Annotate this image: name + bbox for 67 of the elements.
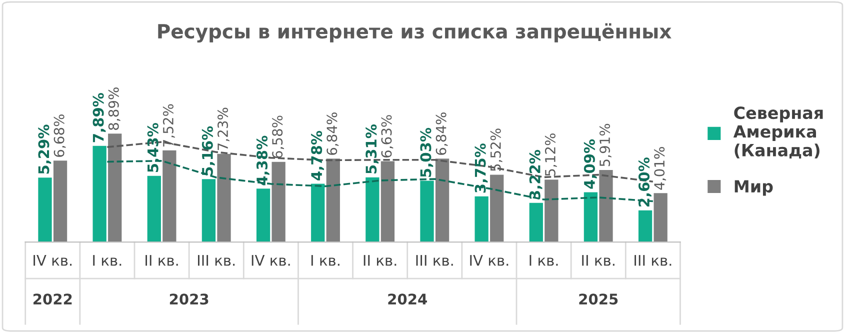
bar xyxy=(366,177,380,242)
bar xyxy=(435,158,450,242)
bar xyxy=(490,174,504,242)
bar xyxy=(272,162,286,242)
bar xyxy=(638,210,652,242)
text: 2024 xyxy=(388,294,427,305)
data-label: 4,09% xyxy=(584,139,597,189)
data-label: 5,16% xyxy=(202,126,215,176)
bar xyxy=(529,202,543,242)
x-tick-label: II кв. xyxy=(364,255,396,266)
bar xyxy=(38,178,52,242)
data-label: 7,52% xyxy=(162,104,175,146)
x-tick-label: III кв. xyxy=(198,255,235,266)
data-label: 5,29% xyxy=(38,124,52,174)
data-label: 5,43% xyxy=(147,122,160,172)
bar xyxy=(420,180,434,242)
bar xyxy=(584,192,598,242)
bar xyxy=(202,179,216,242)
data-label: 5,31% xyxy=(366,124,379,174)
text: 2025 xyxy=(579,294,618,305)
data-label: 4,01% xyxy=(654,147,666,190)
data-label: 4,38% xyxy=(256,136,270,186)
bar xyxy=(474,196,488,242)
data-label: 2,60% xyxy=(638,157,652,206)
data-label: 6,63% xyxy=(381,115,394,158)
bar xyxy=(162,150,176,242)
data-label: 6,58% xyxy=(272,116,284,158)
x-tick-label: II кв. xyxy=(582,255,614,266)
x-tick-label: IV кв. xyxy=(252,255,290,266)
legend-label: Северная Америка (Канада) xyxy=(733,106,823,159)
bar xyxy=(92,146,106,242)
x-tick-label: I кв. xyxy=(530,255,558,266)
legend-label: Мир xyxy=(734,180,773,196)
bar xyxy=(256,188,270,242)
data-label: 7,23% xyxy=(218,108,230,150)
data-label: 6,68% xyxy=(54,114,66,157)
text: 2022 xyxy=(33,294,72,305)
data-label: 5,03% xyxy=(420,128,434,177)
bar xyxy=(326,158,340,242)
bar xyxy=(311,184,325,242)
bar xyxy=(654,193,668,242)
x-tick-label: IV кв. xyxy=(34,255,72,266)
bar xyxy=(599,170,613,242)
bar xyxy=(147,176,161,242)
data-label: 6,84% xyxy=(326,112,339,155)
bar xyxy=(544,180,558,242)
x-tick-label: II кв. xyxy=(146,255,178,266)
bar xyxy=(108,134,122,242)
data-label: 5,12% xyxy=(544,134,557,176)
x-tick-label: I кв. xyxy=(311,255,340,266)
data-label: 5,91% xyxy=(600,124,612,166)
x-tick-label: III кв. xyxy=(416,255,453,266)
data-label: 8,89% xyxy=(108,88,120,130)
bar xyxy=(217,154,231,242)
data-label: 3,22% xyxy=(529,150,542,200)
x-tick-label: I кв. xyxy=(93,255,122,266)
x-tick-label: III кв. xyxy=(634,255,672,266)
bar xyxy=(53,160,68,242)
data-label: 3,75% xyxy=(474,143,488,193)
data-label: 7,89% xyxy=(92,92,106,142)
data-label: 6,84% xyxy=(436,112,448,155)
data-label: 5,52% xyxy=(490,128,502,171)
chart-title: Ресурсы в интернете из списка запрещённых xyxy=(158,23,672,43)
text: 2023 xyxy=(170,294,208,305)
bar xyxy=(380,161,395,242)
data-label: 4,78% xyxy=(311,130,324,180)
x-tick-label: IV кв. xyxy=(470,255,508,266)
